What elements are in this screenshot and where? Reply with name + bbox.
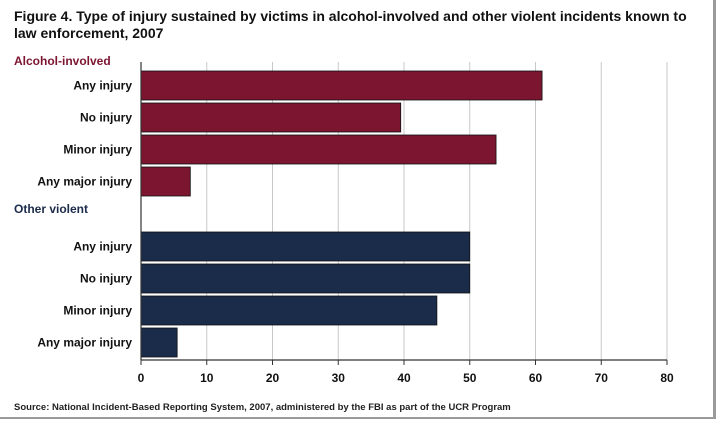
x-tick-label: 30 — [332, 371, 346, 385]
x-tick-label: 60 — [529, 371, 543, 385]
category-label: No injury — [80, 272, 132, 286]
figure-title: Figure 4. Type of injury sustained by vi… — [14, 8, 687, 41]
x-tick-label: 40 — [397, 371, 411, 385]
bar — [140, 70, 543, 101]
category-label: No injury — [80, 111, 132, 125]
x-tick-label: 0 — [138, 371, 145, 385]
bar — [140, 263, 471, 294]
bar — [140, 231, 471, 262]
bar — [140, 166, 191, 197]
x-tick-label: 70 — [595, 371, 609, 385]
category-label: Minor injury — [63, 143, 132, 157]
category-label: Any major injury — [37, 336, 132, 350]
bar — [140, 327, 178, 358]
x-tick-label: 10 — [200, 371, 214, 385]
group-label: Alcohol-involved — [14, 54, 111, 68]
category-label: Any injury — [73, 240, 132, 254]
bar — [140, 134, 497, 165]
x-tick-label: 20 — [266, 371, 280, 385]
x-tick-label: 50 — [463, 371, 477, 385]
category-label: Any injury — [73, 79, 132, 93]
x-tick-label: 80 — [660, 371, 674, 385]
bar — [140, 295, 438, 326]
category-label: Any major injury — [37, 175, 132, 189]
group-label: Other violent — [14, 202, 88, 216]
source-note: Source: National Incident-Based Reportin… — [14, 402, 511, 413]
bar — [140, 102, 402, 133]
category-label: Minor injury — [63, 304, 132, 318]
